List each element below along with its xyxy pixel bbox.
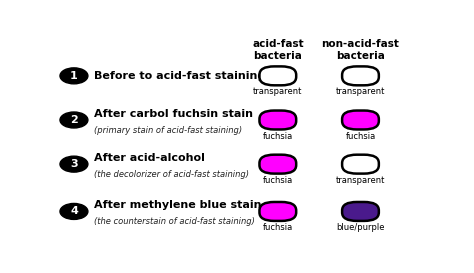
Text: transparent: transparent (336, 176, 385, 185)
FancyBboxPatch shape (342, 155, 379, 174)
Text: fuchsia: fuchsia (263, 132, 293, 141)
Text: (the decolorizer of acid-fast staining): (the decolorizer of acid-fast staining) (94, 170, 249, 179)
Text: Before to acid-fast staining: Before to acid-fast staining (94, 71, 265, 81)
Text: After acid-alcohol: After acid-alcohol (94, 153, 205, 163)
Circle shape (60, 156, 88, 172)
FancyBboxPatch shape (259, 202, 296, 221)
Text: 3: 3 (70, 159, 78, 169)
FancyBboxPatch shape (342, 111, 379, 129)
Text: non-acid-fast
bacteria: non-acid-fast bacteria (321, 39, 400, 61)
Text: fuchsia: fuchsia (263, 223, 293, 232)
FancyBboxPatch shape (259, 155, 296, 174)
FancyBboxPatch shape (342, 66, 379, 85)
Circle shape (60, 68, 88, 84)
Text: (primary stain of acid-fast staining): (primary stain of acid-fast staining) (94, 126, 242, 135)
Circle shape (60, 112, 88, 128)
Text: After methylene blue stain: After methylene blue stain (94, 200, 262, 210)
Text: fuchsia: fuchsia (346, 132, 375, 141)
Text: After carbol fuchsin stain: After carbol fuchsin stain (94, 109, 253, 119)
Circle shape (60, 203, 88, 219)
FancyBboxPatch shape (342, 202, 379, 221)
Text: 2: 2 (70, 115, 78, 125)
Text: blue/purple: blue/purple (336, 223, 385, 232)
Text: fuchsia: fuchsia (263, 176, 293, 185)
Text: acid-fast
bacteria: acid-fast bacteria (252, 39, 304, 61)
Text: (the counterstain of acid-fast staining): (the counterstain of acid-fast staining) (94, 218, 255, 226)
FancyBboxPatch shape (259, 111, 296, 129)
Text: 1: 1 (70, 71, 78, 81)
Text: transparent: transparent (336, 87, 385, 96)
Text: 4: 4 (70, 206, 78, 216)
FancyBboxPatch shape (259, 66, 296, 85)
Text: transparent: transparent (253, 87, 302, 96)
